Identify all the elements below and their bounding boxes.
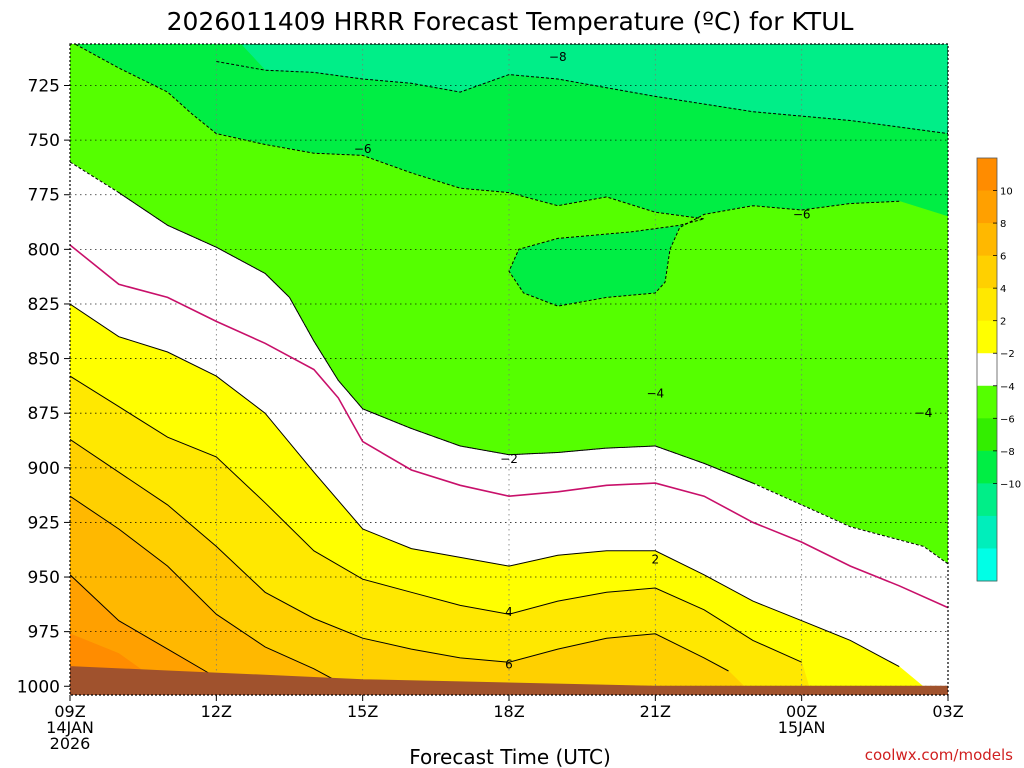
contour-label: 4 bbox=[505, 605, 513, 619]
x-tick-label: 00Z bbox=[786, 702, 817, 721]
x-tick-label: 21Z bbox=[640, 702, 671, 721]
contour-label: −6 bbox=[354, 142, 372, 156]
colorbar-label: −8 bbox=[1000, 447, 1015, 458]
colorbar-swatch bbox=[977, 158, 997, 192]
contour-label: −4 bbox=[915, 406, 933, 420]
colorbar-label: 10 bbox=[1000, 187, 1013, 198]
credit-text: coolwx.com/models bbox=[865, 746, 1013, 764]
x-tick-label: 15Z bbox=[347, 702, 378, 721]
contour-line--2 bbox=[118, 192, 948, 565]
y-tick-label: 775 bbox=[28, 186, 60, 206]
y-tick-label: 925 bbox=[28, 513, 60, 533]
contour-line-10 bbox=[70, 574, 217, 678]
y-tick-label: 825 bbox=[28, 295, 60, 315]
colorbar-frame bbox=[976, 157, 998, 582]
y-tick-label: 800 bbox=[28, 240, 60, 260]
colorbar-swatch bbox=[977, 483, 997, 517]
colorbar-label: 6 bbox=[1000, 252, 1006, 263]
y-tick-label: 975 bbox=[28, 623, 60, 643]
contour-label: −2 bbox=[500, 452, 518, 466]
x-tick-label: 12Z bbox=[201, 702, 232, 721]
contour-labels: −8 −6 −6 −4 −4 −2 2 4 6 bbox=[354, 50, 933, 671]
colorbar-swatch bbox=[977, 418, 997, 452]
colorbar-label: 8 bbox=[1000, 219, 1006, 230]
chart-title: 2026011409 HRRR Forecast Temperature (ºC… bbox=[167, 7, 854, 36]
colorbar-label: −10 bbox=[1000, 479, 1021, 490]
colorbar-swatch bbox=[977, 353, 997, 387]
y-tick-label: 900 bbox=[28, 459, 60, 479]
x-tick-label: 2026 bbox=[50, 734, 91, 753]
y-tick-label: 850 bbox=[28, 350, 60, 370]
x-tick-label: 18Z bbox=[493, 702, 524, 721]
y-axis: 725 750 775 800 825 850 875 900 925 950 975 1000 bbox=[17, 77, 70, 697]
colorbar-label: 4 bbox=[1000, 284, 1006, 295]
colorbar-swatch bbox=[977, 190, 997, 224]
colorbar-swatch bbox=[977, 255, 997, 289]
colorbar-swatch bbox=[977, 223, 997, 257]
x-axis-label: Forecast Time (UTC) bbox=[409, 745, 611, 768]
contour-label: −8 bbox=[549, 50, 567, 64]
contour-line--8 bbox=[216, 44, 948, 135]
contour-label: −6 bbox=[793, 207, 811, 221]
contour-line-6 bbox=[70, 438, 729, 672]
colorbar-swatch bbox=[977, 450, 997, 484]
x-tick-label: 15JAN bbox=[778, 718, 826, 737]
contour-label: −4 bbox=[646, 387, 664, 401]
colorbar: 10 8 6 4 2 −2 −4 −6 −8 −10 bbox=[976, 157, 1021, 582]
y-tick-label: 1000 bbox=[17, 677, 60, 697]
y-tick-label: 725 bbox=[28, 77, 60, 97]
contour-line-2 bbox=[70, 303, 900, 668]
colorbar-label: −2 bbox=[1000, 349, 1015, 360]
temperature-fill-regions bbox=[70, 44, 948, 695]
y-tick-label: 950 bbox=[28, 568, 60, 588]
x-tick-label: 14JAN bbox=[46, 718, 94, 737]
colorbar-label: 2 bbox=[1000, 317, 1006, 328]
colorbar-swatch bbox=[977, 515, 997, 549]
ground-layer bbox=[70, 666, 948, 695]
colorbar-swatch bbox=[977, 548, 997, 582]
colorbar-label: −4 bbox=[1000, 382, 1015, 393]
colorbar-swatch bbox=[977, 385, 997, 419]
colorbar-label: −6 bbox=[1000, 414, 1015, 425]
contour-lines bbox=[70, 44, 948, 695]
contour-line-8 bbox=[70, 495, 363, 695]
contour-line-4 bbox=[70, 375, 802, 663]
contour-line--4 bbox=[70, 161, 754, 484]
x-tick-label: 03Z bbox=[932, 702, 963, 721]
x-tick-label: 09Z bbox=[54, 702, 85, 721]
contour-label: 6 bbox=[505, 657, 513, 671]
ground-fill bbox=[70, 666, 948, 695]
y-tick-label: 750 bbox=[28, 131, 60, 151]
colorbar-swatch bbox=[977, 288, 997, 322]
contour-line--6 bbox=[74, 44, 900, 307]
contour-label: 2 bbox=[652, 553, 660, 567]
freezing-isotherm-line bbox=[70, 244, 948, 609]
colorbar-swatch bbox=[977, 320, 997, 354]
y-tick-label: 875 bbox=[28, 404, 60, 424]
